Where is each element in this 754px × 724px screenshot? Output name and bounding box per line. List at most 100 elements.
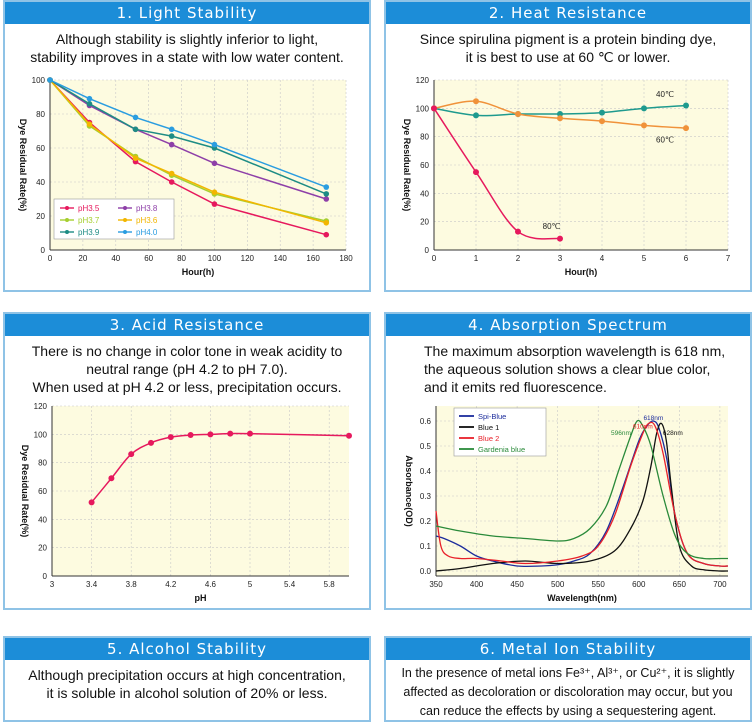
data-point [641, 105, 647, 111]
legend-label: pH3.8 [136, 204, 158, 213]
data-point [87, 96, 93, 102]
data-point [515, 229, 521, 235]
y-tick-label: 0.5 [420, 442, 432, 451]
data-point [323, 191, 329, 197]
data-point [89, 499, 95, 505]
data-point [169, 133, 175, 139]
data-point [683, 103, 689, 109]
x-axis-label: Wavelength(nm) [547, 593, 617, 603]
data-point [212, 142, 218, 148]
x-tick-label: 550 [592, 580, 606, 589]
y-tick-label: 0 [43, 572, 48, 581]
description-line: stability improves in a state with low w… [5, 48, 369, 66]
y-tick-label: 40 [36, 178, 45, 187]
panel-absorption-spectrum: 4. Absorption Spectrum The maximum absor… [384, 312, 752, 610]
y-tick-label: 0.6 [420, 417, 432, 426]
data-point [323, 220, 329, 226]
data-point [108, 475, 114, 481]
data-point [169, 127, 175, 133]
y-tick-label: 60 [38, 487, 47, 496]
y-axis-label: Dye Residual Rate(%) [20, 445, 30, 538]
y-tick-label: 0.2 [420, 517, 432, 526]
y-tick-label: 20 [420, 218, 429, 227]
data-point [599, 110, 605, 116]
description-line: When used at pH 4.2 or less, precipitati… [5, 378, 369, 396]
data-point [87, 101, 93, 107]
data-point [188, 432, 194, 438]
x-tick-label: 5.4 [284, 580, 296, 589]
x-tick-label: 7 [726, 254, 731, 263]
data-point [133, 115, 139, 121]
legend-label: Blue 1 [478, 423, 499, 432]
y-axis-label: Dye Residual Rate(%) [18, 119, 28, 212]
y-tick-label: 120 [416, 76, 430, 85]
x-tick-label: 400 [470, 580, 484, 589]
panel-metal-ion-stability: 6. Metal Ion Stability In the presence o… [384, 636, 752, 722]
x-tick-label: 60 [144, 254, 153, 263]
data-point [128, 451, 134, 457]
y-axis-label: Absorbance(OD) [404, 455, 414, 527]
y-tick-label: 0.1 [420, 542, 432, 551]
series-label: 40℃ [656, 90, 674, 99]
panel-description: The maximum absorption wavelength is 618… [424, 342, 750, 396]
x-tick-label: 650 [673, 580, 687, 589]
y-tick-label: 80 [36, 110, 45, 119]
data-point [599, 118, 605, 124]
legend-marker [123, 218, 127, 222]
x-tick-label: 80 [177, 254, 186, 263]
data-point [323, 184, 329, 190]
x-tick-label: 160 [306, 254, 320, 263]
panel-title: 4. Absorption Spectrum [386, 314, 750, 336]
data-point [557, 236, 563, 242]
description-line: The maximum absorption wavelength is 618… [424, 342, 750, 360]
description-line: and it emits red fluorescence. [424, 378, 750, 396]
panel-title: 3. Acid Resistance [5, 314, 369, 336]
x-tick-label: 0 [48, 254, 53, 263]
x-tick-label: 180 [339, 254, 353, 263]
description-line: it is soluble in alcohol solution of 20%… [5, 684, 369, 702]
y-tick-label: 0 [41, 246, 46, 255]
description-line: In the presence of metal ions Fe³⁺, Al³⁺… [386, 664, 750, 683]
panel-alcohol-stability: 5. Alcohol Stability Although precipitat… [3, 636, 371, 722]
data-point [212, 161, 218, 167]
x-tick-label: 4.2 [165, 580, 177, 589]
y-tick-label: 20 [36, 212, 45, 221]
data-point [47, 77, 53, 83]
legend-label: Blue 2 [478, 434, 499, 443]
data-point [641, 122, 647, 128]
data-point [473, 169, 479, 175]
y-tick-label: 0 [425, 246, 430, 255]
x-tick-label: 5 [248, 580, 253, 589]
x-tick-label: 5.8 [324, 580, 336, 589]
series-label: 80℃ [543, 222, 561, 231]
x-tick-label: 4.6 [205, 580, 217, 589]
data-point [212, 189, 218, 195]
data-point [169, 171, 175, 177]
data-point [87, 121, 93, 127]
peak-annotation: 596nm [611, 430, 631, 437]
data-point [133, 155, 139, 161]
panel-description: Although precipitation occurs at high co… [5, 666, 369, 702]
legend-label: pH3.5 [78, 204, 100, 213]
data-point [207, 431, 213, 437]
y-tick-label: 80 [420, 133, 429, 142]
y-tick-label: 40 [420, 189, 429, 198]
data-point [169, 142, 175, 148]
x-tick-label: 0 [432, 254, 437, 263]
x-tick-label: 3 [558, 254, 563, 263]
data-point [247, 431, 253, 437]
x-tick-label: 450 [510, 580, 524, 589]
x-tick-label: 4 [600, 254, 605, 263]
x-tick-label: 3.4 [86, 580, 98, 589]
x-tick-label: 2 [516, 254, 521, 263]
x-tick-label: 500 [551, 580, 565, 589]
y-tick-label: 0.4 [420, 467, 432, 476]
panel-heat-resistance: 2. Heat Resistance Since spirulina pigme… [384, 0, 752, 292]
panel-description: Since spirulina pigment is a protein bin… [386, 30, 750, 66]
y-tick-label: 100 [32, 76, 46, 85]
y-tick-label: 20 [38, 544, 47, 553]
panel-light-stability: 1. Light Stability Although stability is… [3, 0, 371, 292]
data-point [227, 431, 233, 437]
y-tick-label: 0.3 [420, 492, 432, 501]
peak-annotation: 628nm [663, 430, 683, 437]
